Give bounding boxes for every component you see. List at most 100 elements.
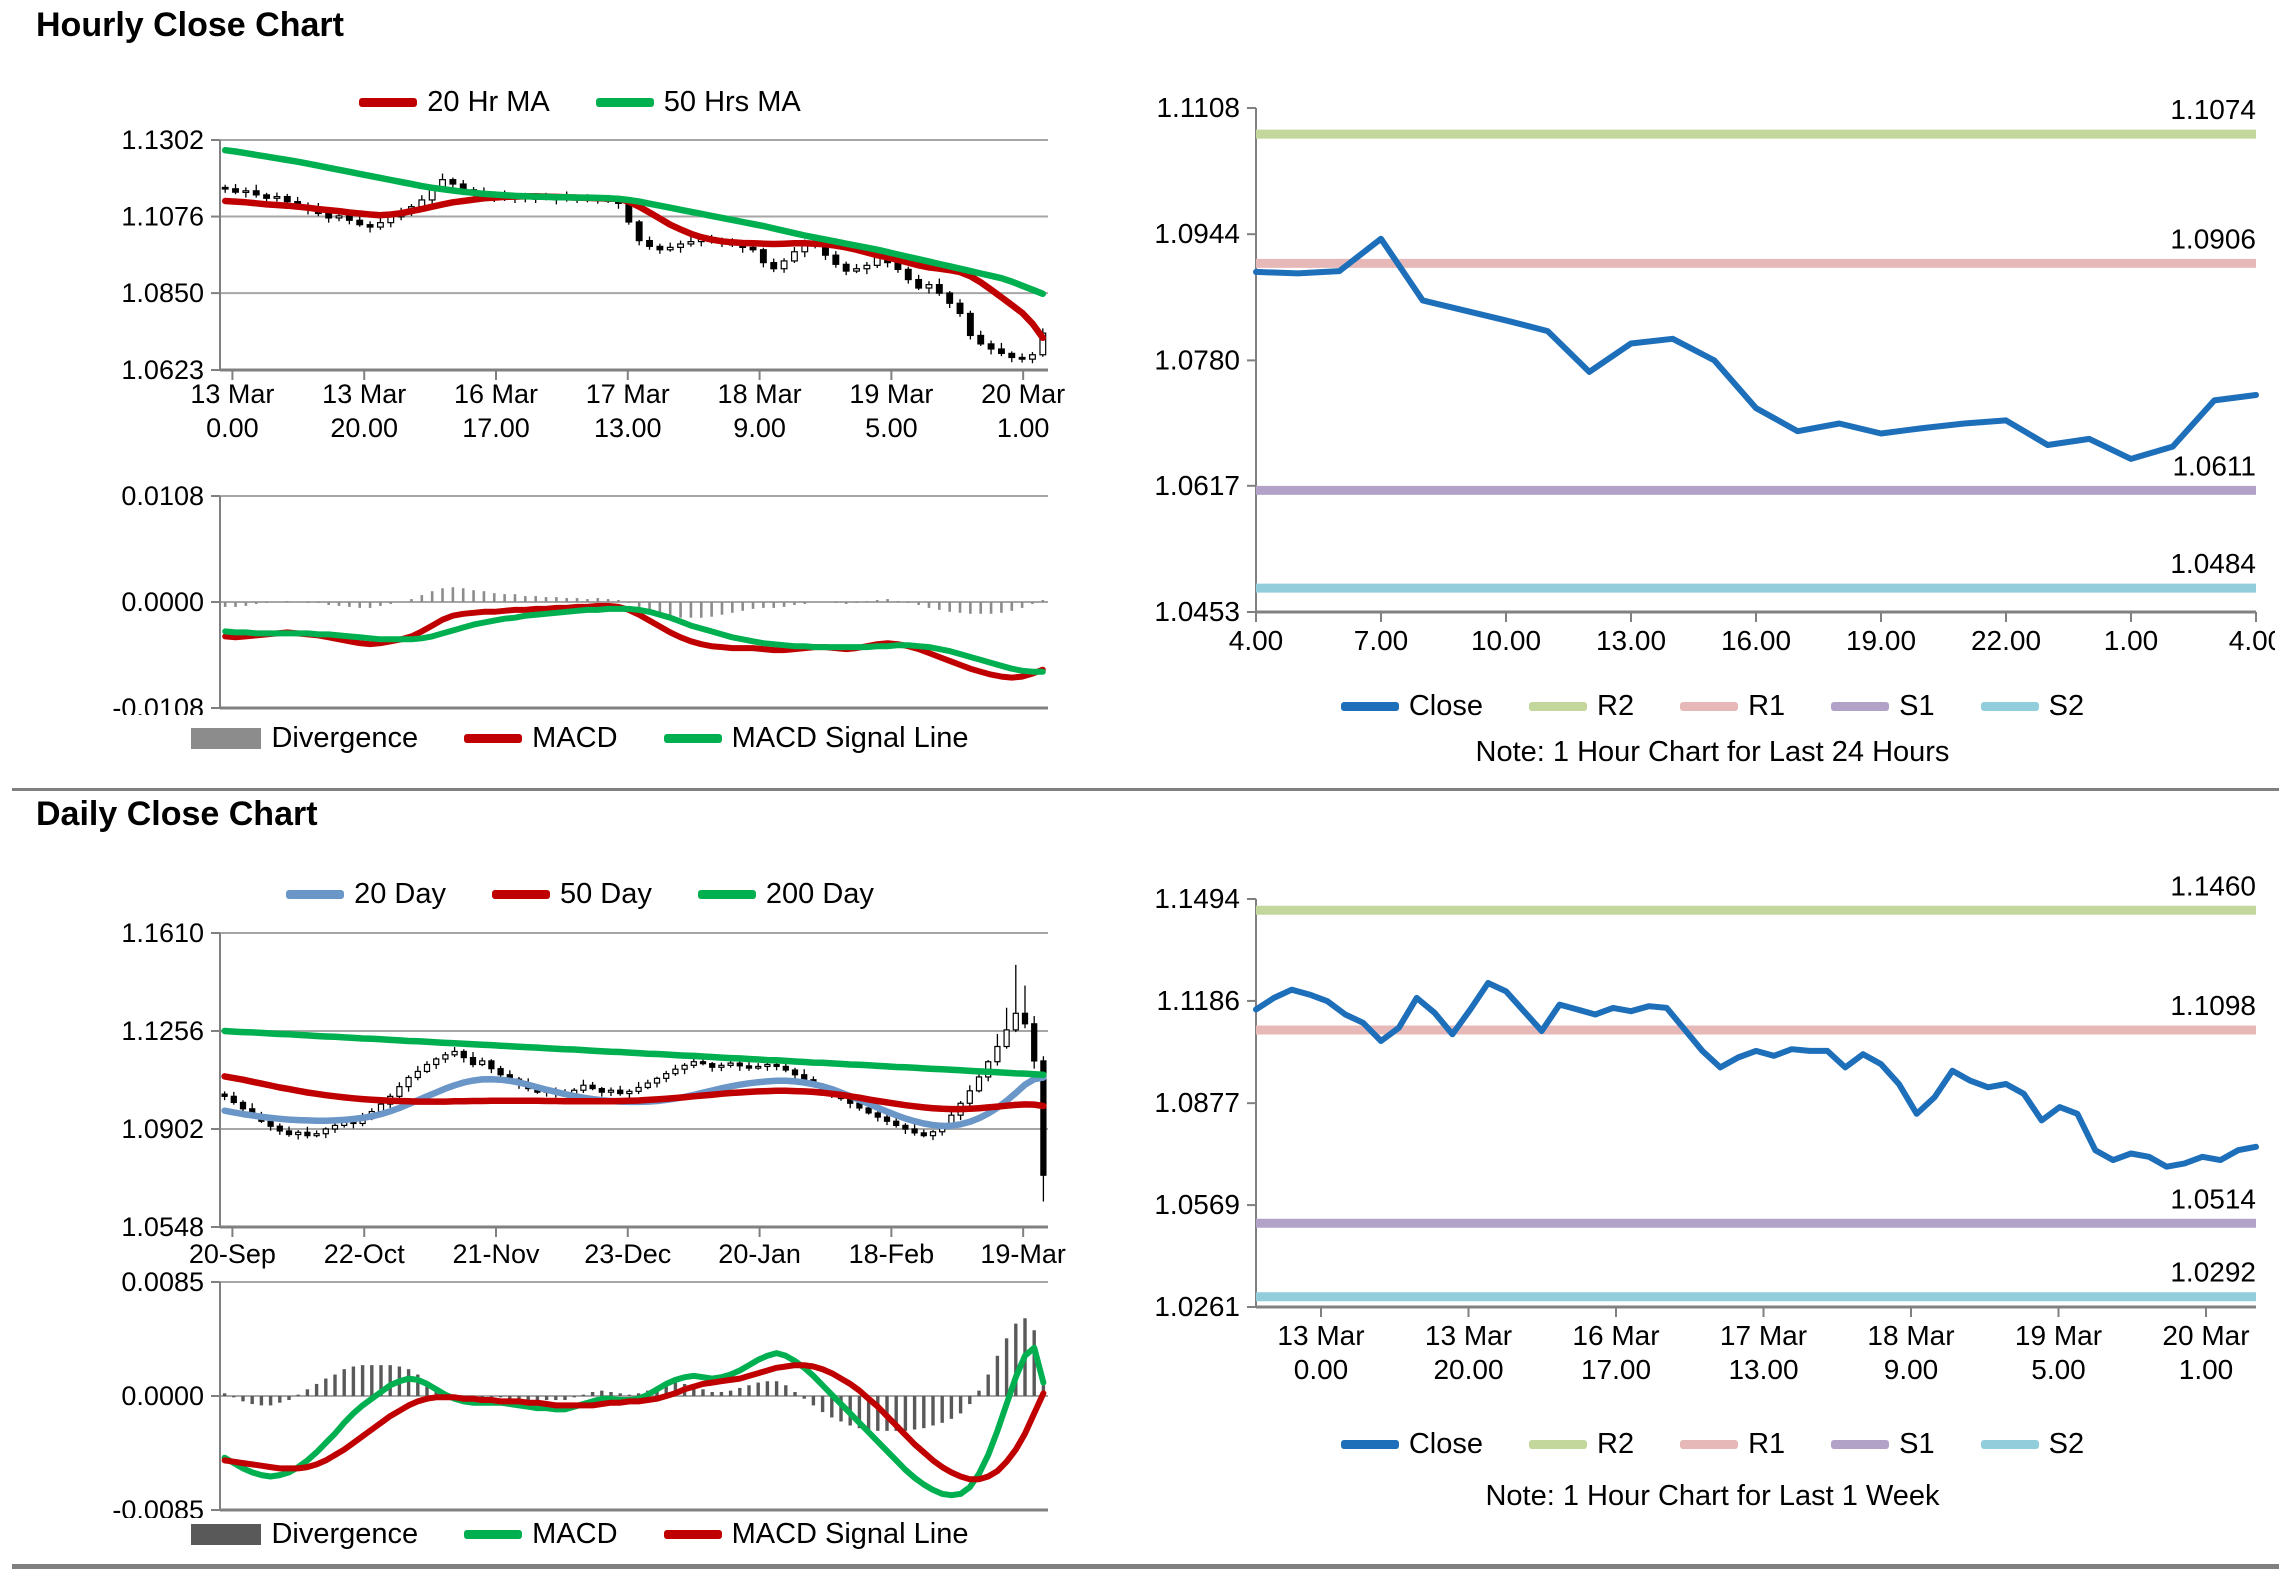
legend-label: Close xyxy=(1408,1428,1484,1460)
y-tick-label: 1.1108 xyxy=(1156,92,1240,123)
legend-line-icon xyxy=(491,890,550,899)
x-tick-label: 1.00 xyxy=(2179,1354,2234,1385)
legend-label: MACD xyxy=(532,1518,618,1550)
x-tick-label: 13 Mar xyxy=(1425,1320,1512,1351)
y-tick-label: 1.0902 xyxy=(121,1114,204,1144)
legend-line-icon xyxy=(1340,702,1399,711)
x-tick-label: 13 Mar xyxy=(322,379,406,409)
legend-item-close: Close xyxy=(1340,1428,1484,1461)
y-tick-label: 1.1610 xyxy=(121,918,204,948)
daily-pivot-legend: Close R2 R1 S1 S2 xyxy=(1150,1428,2275,1461)
legend-label: 50 Day xyxy=(559,878,652,910)
legend-label: R1 xyxy=(1748,690,1786,722)
legend-line-icon xyxy=(1831,702,1890,711)
legend-item-macd-signal-line: MACD Signal Line xyxy=(663,722,969,755)
legend-item-r2: R2 xyxy=(1529,1428,1634,1461)
y-tick-label: 1.1494 xyxy=(1154,883,1240,914)
gridlines: 1.1610 1.1256 1.0902 1.0548 xyxy=(121,918,1048,1242)
y-tick-label: 1.0780 xyxy=(1154,344,1240,375)
x-tick-label: 10.00 xyxy=(1471,625,1541,656)
legend-line-icon xyxy=(359,98,418,107)
hourly-note: Note: 1 Hour Chart for Last 24 Hours xyxy=(1475,736,1950,768)
y-tick-label: -0.0085 xyxy=(112,1495,204,1518)
y-tick-label: 1.0877 xyxy=(1154,1087,1240,1118)
legend-label: S1 xyxy=(1899,690,1935,722)
legend-item-r1: R1 xyxy=(1680,1428,1785,1461)
legend-label: Close xyxy=(1408,690,1484,722)
legend-line-icon xyxy=(663,734,722,743)
x-tick-label: 16 Mar xyxy=(1572,1320,1659,1351)
series-line xyxy=(221,1027,1047,1078)
divergence-bars xyxy=(222,1318,1046,1431)
legend-swatch-icon xyxy=(191,1524,262,1545)
pivot-label-s1: 1.0611 xyxy=(2172,450,2256,481)
x-tick-label: 17.00 xyxy=(1581,1354,1651,1385)
legend-item-s1: S1 xyxy=(1831,690,1935,723)
legend-label: 20 Day xyxy=(354,878,446,910)
y-tick-label: 1.0850 xyxy=(121,278,204,308)
series-line xyxy=(221,1362,1047,1483)
legend-item-s2: S2 xyxy=(1980,690,2084,723)
legend-line-icon xyxy=(286,890,345,899)
legend-item-50-day: 50 Day xyxy=(491,878,652,911)
legend-label: MACD Signal Line xyxy=(731,1518,969,1550)
close-line xyxy=(1253,235,2259,462)
legend-label: 200 Day xyxy=(765,878,874,910)
x-axis: 20-Sep 22-Oct 21-Nov 23-Dec 20-Jan 18-Feb 19-M… xyxy=(189,1227,1066,1269)
candles xyxy=(221,964,1047,1202)
x-tick-label: 13.00 xyxy=(1596,625,1666,656)
pivot-lines: 1.1460 1.1098 1.0514 1.0292 xyxy=(1256,870,2256,1302)
x-tick-label: 21-Nov xyxy=(452,1239,540,1269)
x-tick-label: 20.00 xyxy=(1433,1354,1503,1385)
hourly-section-title: Hourly Close Chart xyxy=(36,6,344,44)
pivot-label-r1: 1.1098 xyxy=(2170,990,2256,1021)
legend-item-r1: R1 xyxy=(1680,690,1785,723)
x-tick-label: 5.00 xyxy=(865,413,918,443)
y-tick-label: 1.0548 xyxy=(121,1212,204,1242)
hourly-macd-layers: 0.0108 0.0000 -0.0108 xyxy=(112,481,1048,715)
legend-line-icon xyxy=(1340,1440,1399,1449)
hourly-macd-chart: 0.0108 0.0000 -0.0108 xyxy=(112,481,1048,715)
legend-item-macd-signal-line: MACD Signal Line xyxy=(663,1518,969,1551)
hourly-price-legend: 20 Hr MA 50 Hrs MA xyxy=(90,86,1070,119)
x-tick-label: 16.00 xyxy=(1721,625,1791,656)
x-tick-label: 19 Mar xyxy=(2015,1320,2102,1351)
x-tick-label: 22-Oct xyxy=(324,1239,406,1269)
y-tick-label: 1.0569 xyxy=(1154,1189,1240,1220)
x-tick-label: 13 Mar xyxy=(190,379,274,409)
legend-label: S2 xyxy=(2048,1428,2085,1460)
x-tick-label: 13 Mar xyxy=(1277,1320,1364,1351)
y-tick-label: 0.0085 xyxy=(121,1267,204,1297)
series-line xyxy=(222,605,1046,675)
x-tick-label: 20-Sep xyxy=(189,1239,276,1269)
x-tick-label: 23-Dec xyxy=(584,1239,671,1269)
x-tick-label: 20-Jan xyxy=(718,1239,801,1269)
y-tick-label: 1.0944 xyxy=(1154,218,1240,249)
hourly-pivot-legend: Close R2 R1 S1 S2 xyxy=(1150,690,2275,723)
close-line xyxy=(1253,980,2259,1170)
x-tick-label: 17 Mar xyxy=(1720,1320,1807,1351)
x-tick-label: 0.00 xyxy=(206,413,259,443)
daily-section-title: Daily Close Chart xyxy=(36,795,318,833)
x-tick-label: 20.00 xyxy=(330,413,398,443)
legend-swatch-icon xyxy=(191,728,262,749)
x-tick-label: 19-Mar xyxy=(980,1239,1066,1269)
pivot-label-r2: 1.1460 xyxy=(2170,870,2256,901)
legend-line-icon xyxy=(1529,1440,1588,1449)
legend-item-macd: MACD xyxy=(464,722,618,755)
legend-line-icon xyxy=(1680,1440,1739,1449)
legend-line-icon xyxy=(464,734,523,743)
legend-line-icon xyxy=(1831,1440,1890,1449)
gridlines: 1.1494 1.1186 1.0877 1.0569 1.0261 xyxy=(1154,883,1257,1322)
series-line xyxy=(221,1073,1047,1113)
legend-label: Divergence xyxy=(271,722,419,754)
x-tick-label: 9.00 xyxy=(1884,1354,1939,1385)
y-tick-label: 1.1076 xyxy=(121,202,204,232)
legend-label: R2 xyxy=(1597,1428,1635,1460)
